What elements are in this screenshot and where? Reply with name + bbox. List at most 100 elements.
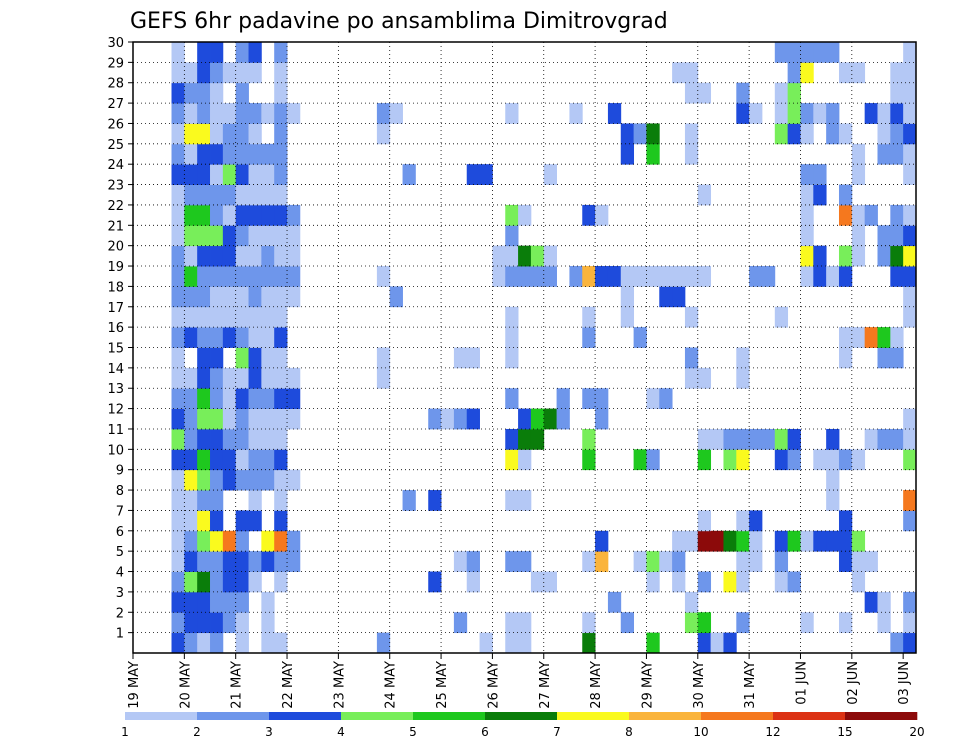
- heatmap-cell: [890, 103, 904, 124]
- heatmap-cell: [235, 123, 249, 145]
- heatmap-cell: [184, 612, 198, 634]
- heatmap-cell: [877, 612, 891, 634]
- heatmap-cell: [595, 551, 609, 572]
- heatmap-cell: [274, 530, 288, 552]
- y-tick-label: 22: [107, 199, 124, 214]
- heatmap-cell: [171, 184, 185, 206]
- heatmap-cell: [274, 347, 288, 369]
- heatmap-cell: [736, 82, 750, 104]
- heatmap-cell: [838, 327, 853, 348]
- heatmap-cell: [274, 490, 288, 511]
- heatmap-cell: [838, 449, 853, 471]
- heatmap-cell: [171, 551, 185, 572]
- heatmap-cell: [903, 266, 917, 287]
- heatmap-cell: [582, 327, 596, 348]
- heatmap-cell: [556, 408, 570, 430]
- heatmap-cell: [800, 164, 814, 185]
- heatmap-cell: [877, 225, 891, 247]
- heatmap-cell: [877, 428, 891, 450]
- heatmap-cell: [210, 143, 224, 165]
- heatmap-cell: [222, 123, 237, 145]
- heatmap-cell: [261, 164, 275, 185]
- y-tick-label: 9: [116, 464, 124, 479]
- heatmap-cell: [171, 408, 185, 430]
- heatmap-cell: [222, 408, 237, 430]
- heatmap-cell: [582, 266, 596, 287]
- heatmap-cell: [248, 286, 262, 308]
- heatmap-cell: [851, 245, 866, 267]
- heatmap-cell: [543, 164, 557, 185]
- heatmap-cell: [171, 143, 185, 165]
- y-tick-label: 14: [107, 362, 124, 377]
- heatmap-cell: [261, 225, 275, 247]
- colorbar-segment: [125, 712, 198, 720]
- heatmap-cell: [903, 612, 917, 634]
- heatmap-cell: [184, 286, 198, 308]
- heatmap-cell: [697, 449, 712, 471]
- heatmap-cell: [800, 42, 814, 63]
- heatmap-cell: [800, 266, 814, 287]
- colorbar-tick-label: 10: [693, 725, 708, 739]
- heatmap-cell: [235, 82, 249, 104]
- heatmap-cell: [184, 490, 198, 511]
- heatmap-cell: [838, 510, 853, 532]
- heatmap-cell: [646, 143, 660, 165]
- colorbar: 1 2 3 4 5 6 7 8 10 12 15 20: [121, 712, 925, 739]
- heatmap-cell: [736, 551, 750, 572]
- heatmap-cell: [171, 571, 185, 593]
- y-tick-label: 6: [116, 525, 124, 540]
- heatmap-cell: [248, 571, 262, 593]
- heatmap-cell: [184, 408, 198, 430]
- colorbar-segment: [413, 712, 486, 720]
- heatmap-cell: [813, 530, 827, 552]
- heatmap-cell: [607, 266, 622, 287]
- heatmap-cell: [530, 571, 545, 593]
- heatmap-cell: [569, 103, 583, 124]
- x-tick-label: 19 MAY: [127, 661, 142, 709]
- heatmap-cell: [903, 225, 917, 247]
- heatmap-cell: [235, 103, 249, 124]
- heatmap-cell: [890, 225, 904, 247]
- heatmap-cell: [210, 164, 224, 185]
- heatmap-cell: [171, 82, 185, 104]
- heatmap-cell: [222, 225, 237, 247]
- heatmap-cell: [222, 306, 237, 328]
- heatmap-cell: [210, 571, 224, 593]
- heatmap-cell: [261, 306, 275, 328]
- heatmap-cell: [505, 632, 519, 654]
- heatmap-cell: [248, 42, 262, 63]
- heatmap-cell: [505, 490, 519, 511]
- heatmap-cell: [210, 327, 224, 348]
- heatmap-cell: [800, 62, 814, 84]
- heatmap-cell: [235, 530, 249, 552]
- x-tick-label: 25 MAY: [435, 661, 450, 709]
- x-tick-label: 20 MAY: [178, 661, 193, 709]
- heatmap-cell: [838, 123, 853, 145]
- heatmap-cell: [171, 62, 185, 84]
- heatmap-cell: [274, 123, 288, 145]
- heatmap-cell: [441, 408, 455, 430]
- heatmap-cell: [466, 347, 480, 369]
- heatmap-cell: [184, 510, 198, 532]
- heatmap-cell: [826, 103, 840, 124]
- heatmap-cell: [274, 82, 288, 104]
- heatmap-cell: [505, 428, 519, 450]
- heatmap-cell: [222, 164, 237, 185]
- heatmap-cell: [287, 286, 301, 308]
- heatmap-cell: [235, 245, 249, 267]
- heatmap-cell: [261, 530, 275, 552]
- heatmap-cell: [826, 123, 840, 145]
- heatmap-cell: [838, 551, 853, 572]
- heatmap-cell: [813, 103, 827, 124]
- heatmap-cell: [184, 266, 198, 287]
- heatmap-cell: [800, 612, 814, 634]
- heatmap-cell: [890, 327, 904, 348]
- y-tick-label: 20: [107, 240, 124, 255]
- heatmap-cell: [620, 266, 635, 287]
- heatmap-cell: [171, 164, 185, 185]
- heatmap-cell: [261, 408, 275, 430]
- heatmap-cell: [787, 62, 801, 84]
- y-tick-label: 21: [107, 219, 124, 234]
- heatmap-cell: [672, 266, 686, 287]
- heatmap-cell: [492, 266, 506, 287]
